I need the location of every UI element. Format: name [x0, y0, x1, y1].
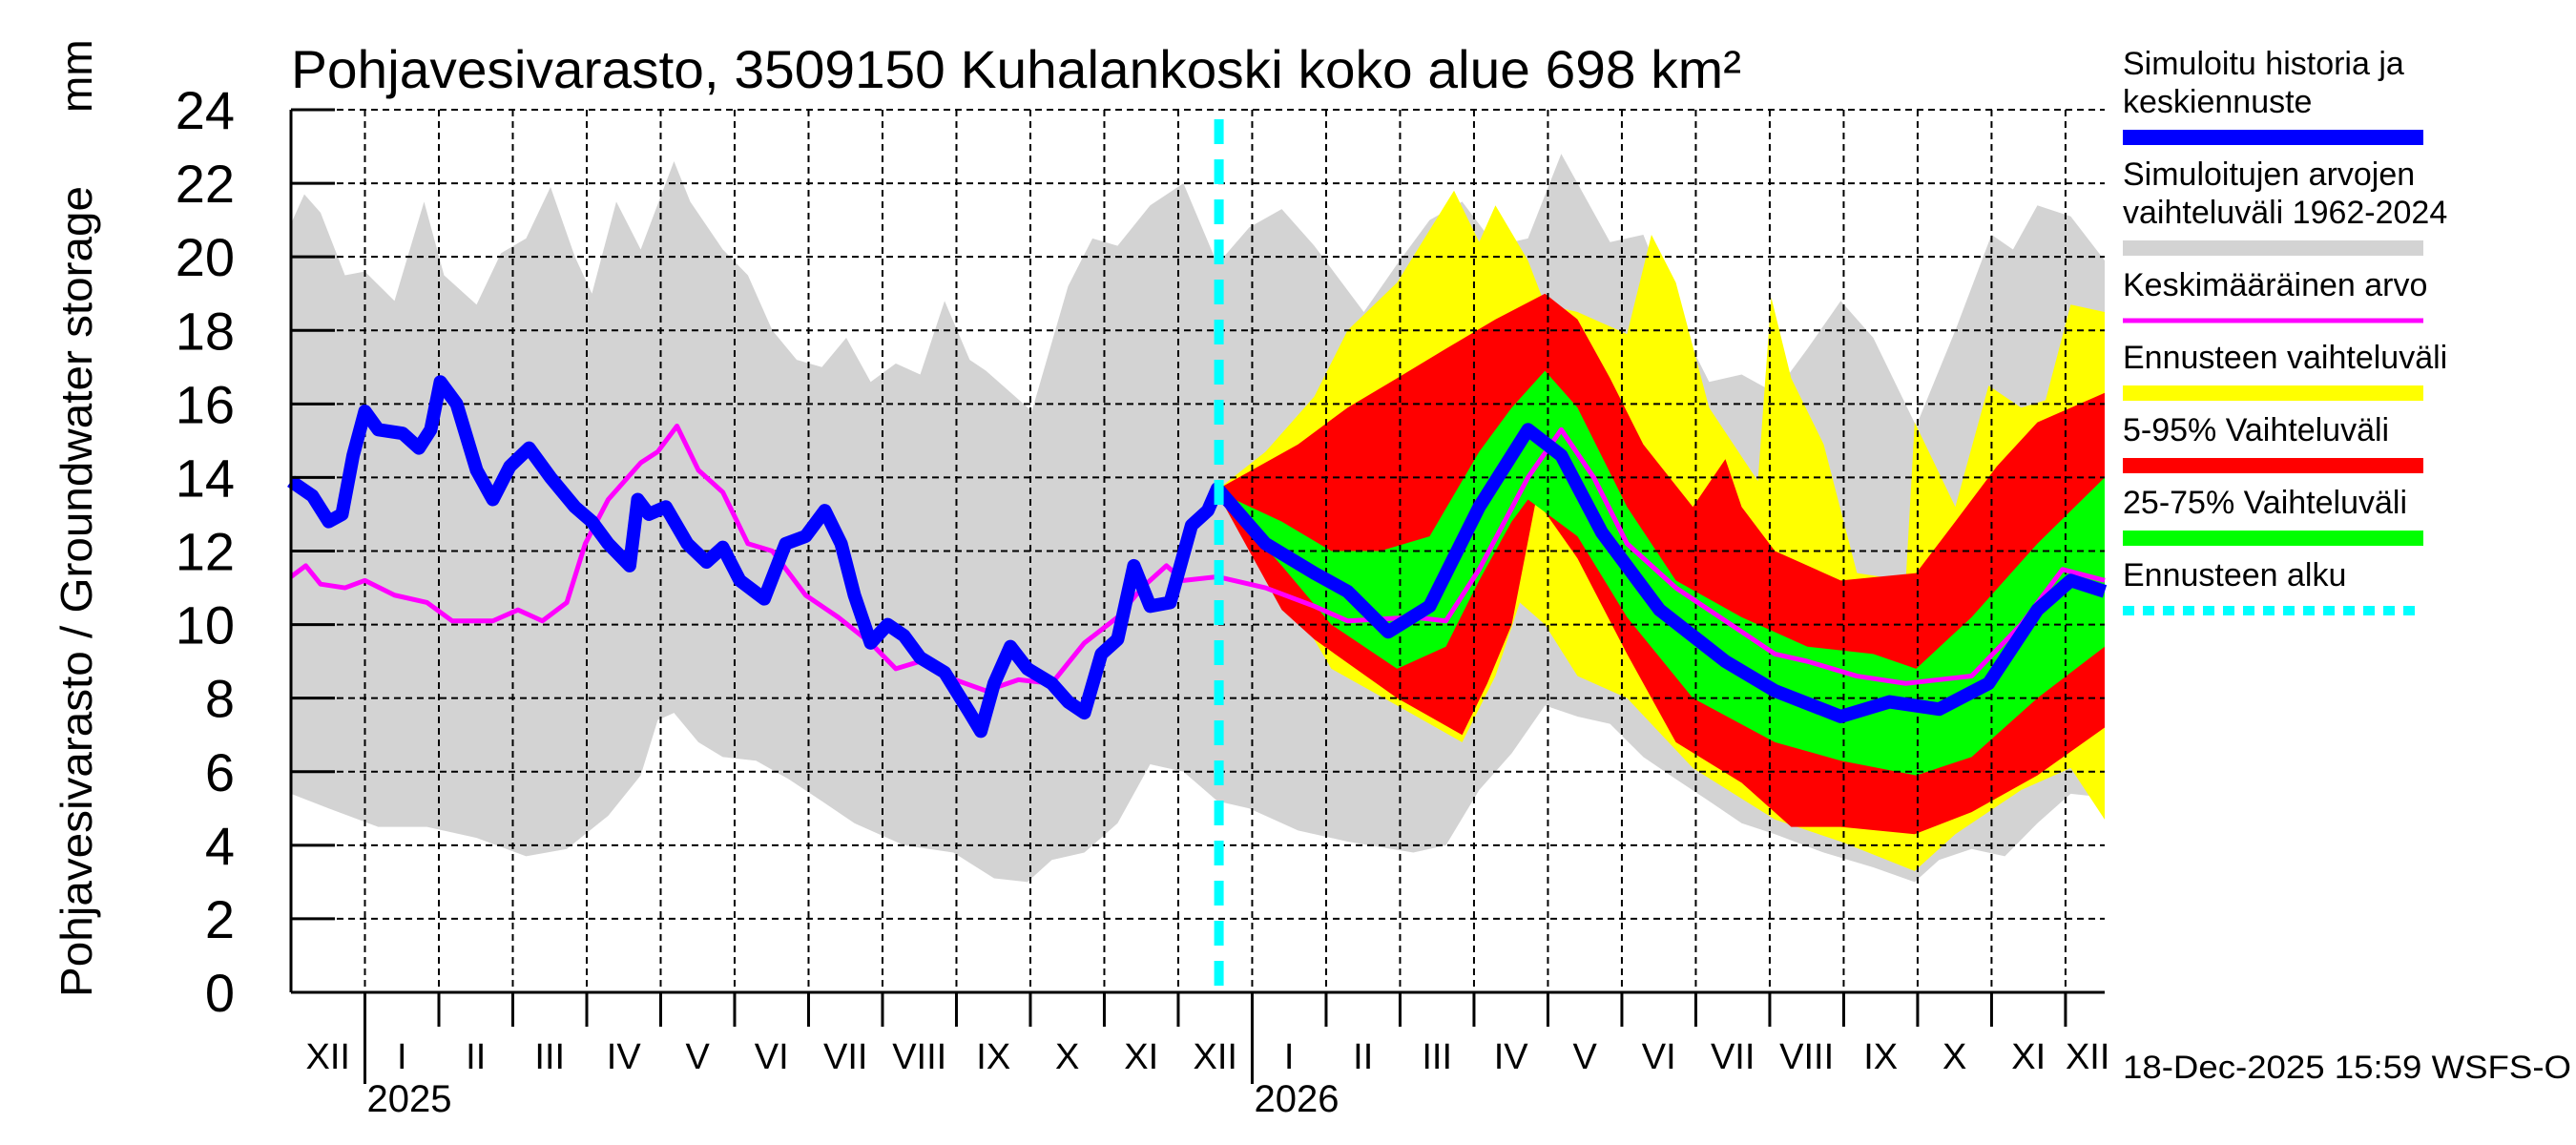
y-tick-label: 10 [176, 595, 235, 656]
legend-label: Ennusteen vaihteluväli [2123, 340, 2447, 376]
legend-label: keskiennuste [2123, 84, 2312, 120]
month-label: IX [1863, 1037, 1898, 1077]
legend-label: vaihteluväli 1962-2024 [2123, 195, 2447, 231]
legend: Simuloitu historia jakeskiennusteSimuloi… [2123, 46, 2447, 615]
y-axis-title: Pohjavesivarasto / Groundwater storage [52, 186, 101, 997]
chart-title: Pohjavesivarasto, 3509150 Kuhalankoski k… [291, 39, 1741, 99]
month-label: V [1573, 1037, 1598, 1077]
year-label: 2025 [366, 1078, 451, 1120]
year-label: 2026 [1254, 1078, 1339, 1120]
month-label: V [686, 1037, 711, 1077]
mean-value-line [289, 423, 2106, 694]
month-label: III [534, 1037, 565, 1077]
y-tick-label: 0 [205, 963, 235, 1023]
legend-label: 25-75% Vaihteluväli [2123, 485, 2407, 521]
y-axis-unit: mm [52, 39, 101, 113]
y-tick-label: 20 [176, 227, 235, 287]
month-label: IV [607, 1037, 642, 1077]
y-tick-label: 22 [176, 154, 235, 214]
y-tick-label: 24 [176, 80, 235, 140]
month-label: I [397, 1037, 407, 1077]
month-label: IX [976, 1037, 1010, 1077]
month-label: XI [2011, 1037, 2046, 1077]
y-tick-label: 16 [176, 374, 235, 434]
month-label: VI [755, 1037, 789, 1077]
y-tick-label: 14 [176, 448, 235, 508]
month-label: IV [1494, 1037, 1529, 1077]
y-tick-label: 6 [205, 742, 235, 802]
y-tick-label: 12 [176, 522, 235, 582]
month-label: X [1942, 1037, 1966, 1077]
legend-item: Ennusteen alku [2123, 557, 2423, 615]
month-label: I [1284, 1037, 1295, 1077]
month-label: VIII [1779, 1037, 1834, 1077]
legend-label: Simuloitujen arvojen [2123, 156, 2415, 193]
month-label: XII [1193, 1037, 1236, 1077]
y-tick-label: 8 [205, 669, 235, 729]
month-label: XI [1124, 1037, 1158, 1077]
month-label: XII [2066, 1037, 2109, 1077]
month-label: VIII [892, 1037, 946, 1077]
month-label: VI [1642, 1037, 1676, 1077]
month-label: II [466, 1037, 486, 1077]
month-label: II [1353, 1037, 1373, 1077]
y-tick-label: 18 [176, 301, 235, 361]
timestamp: 18-Dec-2025 15:59 WSFS-O [2123, 1050, 2571, 1086]
month-label: III [1422, 1037, 1452, 1077]
simulated-history-line [287, 375, 2108, 739]
legend-label: Ennusteen alku [2123, 557, 2346, 593]
month-label: VII [1711, 1037, 1755, 1077]
month-label: VII [823, 1037, 867, 1077]
legend-item: 5-95% Vaihteluväli [2123, 412, 2423, 473]
legend-item: Ennusteen vaihteluväli [2123, 340, 2447, 401]
y-tick-label: 2 [205, 889, 235, 949]
month-label: X [1055, 1037, 1079, 1077]
month-label: XII [306, 1037, 350, 1077]
legend-item: 25-75% Vaihteluväli [2123, 485, 2423, 546]
y-tick-label: 4 [205, 816, 235, 876]
legend-label: Keskimääräinen arvo [2123, 267, 2427, 303]
legend-label: Simuloitu historia ja [2123, 46, 2404, 82]
legend-label: 5-95% Vaihteluväli [2123, 412, 2389, 448]
legend-item: Keskimääräinen arvo [2123, 267, 2427, 323]
line-layer [287, 119, 2108, 992]
